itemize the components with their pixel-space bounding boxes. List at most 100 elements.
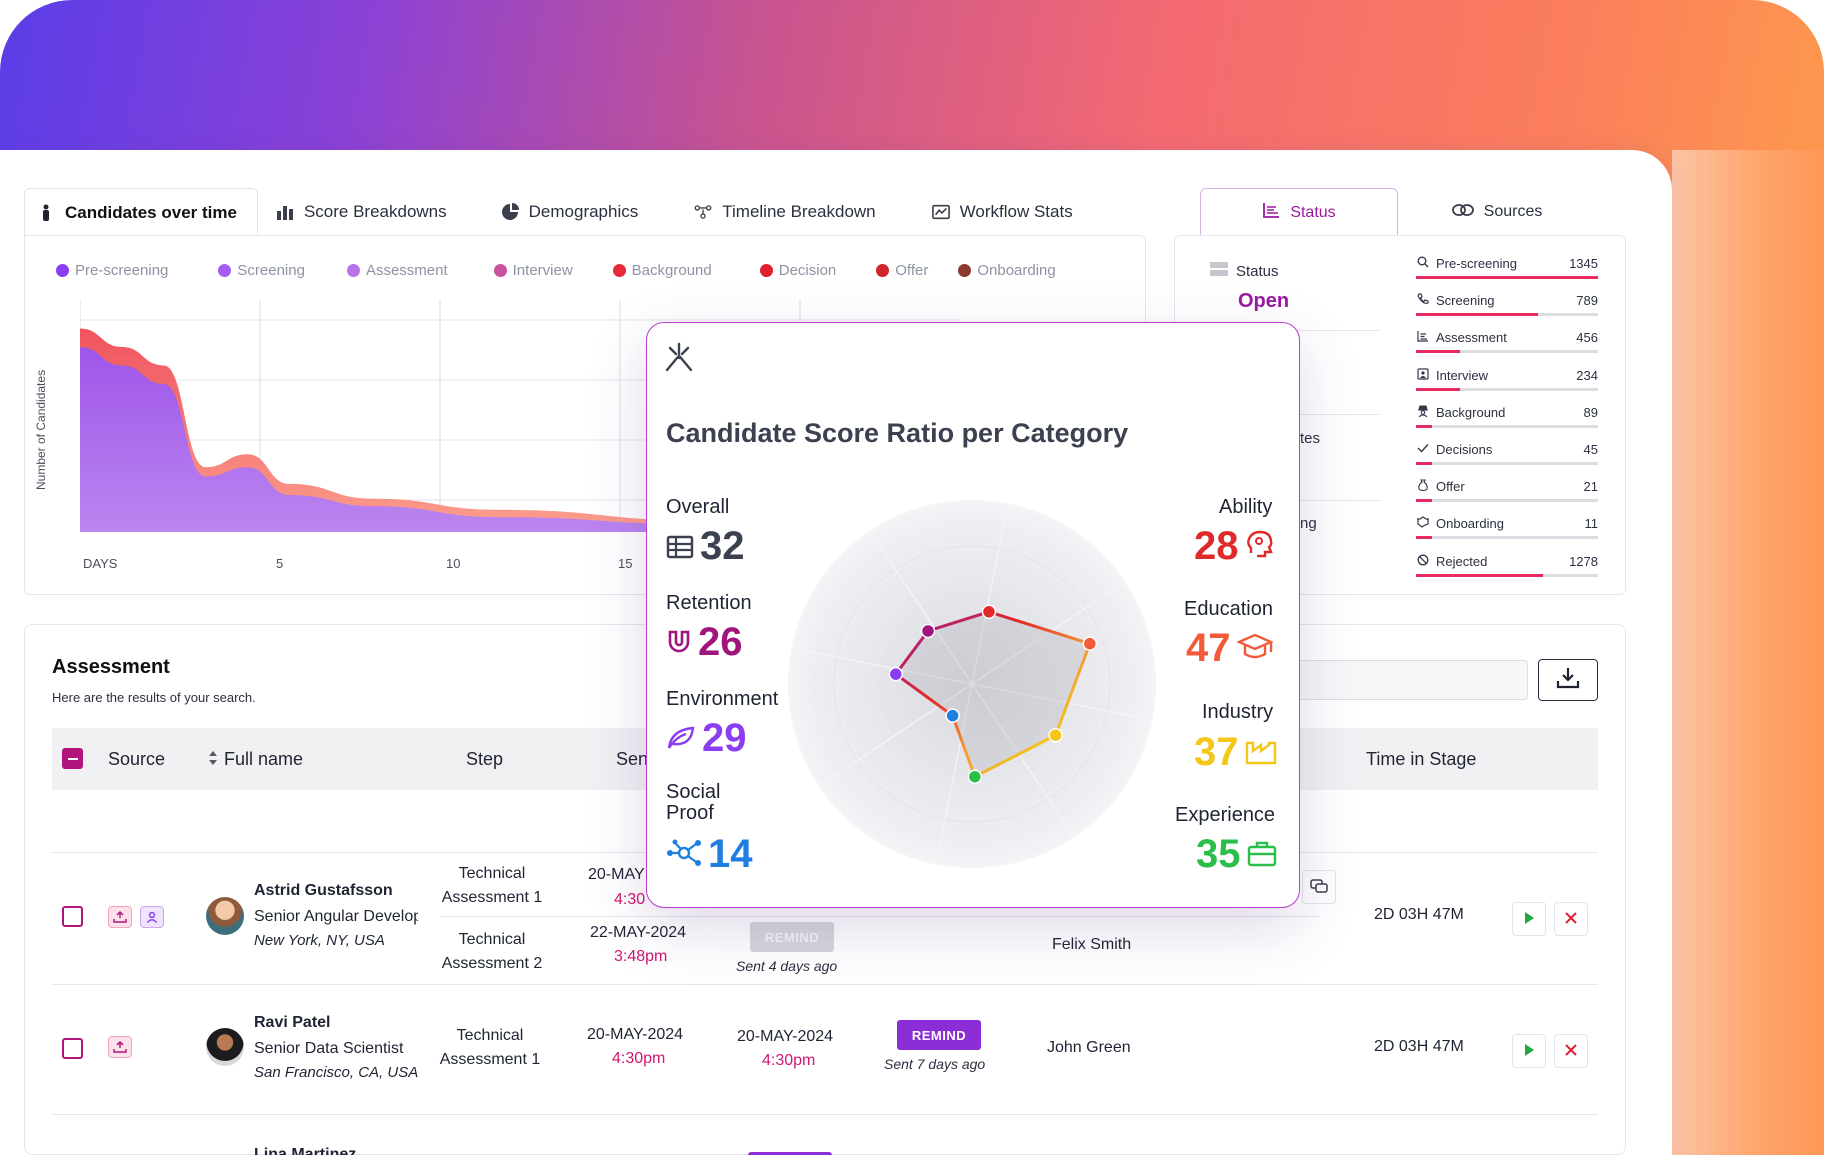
candidate-name[interactable]: Astrid Gustafsson bbox=[254, 882, 393, 899]
search-icon bbox=[1416, 256, 1430, 271]
workflow-icon bbox=[931, 203, 950, 221]
popup-title: Candidate Score Ratio per Category bbox=[666, 418, 1129, 448]
metric-label-education: Education bbox=[1184, 598, 1273, 620]
candidate-name[interactable]: Ravi Patel bbox=[254, 1014, 331, 1031]
stage-count: 21 bbox=[1583, 479, 1598, 495]
stage-count: 1278 bbox=[1569, 553, 1598, 569]
metric-label-environment: Environment bbox=[666, 688, 779, 710]
date-cell: 20-MAY-2024 bbox=[587, 1026, 684, 1043]
briefcase-icon bbox=[1247, 832, 1277, 877]
time-in-stage-cell: 2D 03H 47M bbox=[1374, 1038, 1464, 1055]
tab-sources[interactable]: Sources bbox=[1398, 188, 1596, 236]
legend-item[interactable]: Background bbox=[612, 262, 712, 279]
pie-chart-icon bbox=[501, 203, 519, 221]
tab-score-breakdowns[interactable]: Score Breakdowns bbox=[264, 188, 467, 236]
reject-button[interactable] bbox=[1554, 1034, 1588, 1068]
advance-button[interactable] bbox=[1512, 902, 1546, 936]
sent-date-cell: 20-MAY-2024 bbox=[737, 1028, 834, 1045]
column-full-name[interactable]: Full name bbox=[208, 749, 303, 770]
remind-button-disabled[interactable]: REMIND bbox=[750, 922, 834, 952]
stage-row[interactable]: Assessment 456 bbox=[1416, 328, 1598, 365]
legend-label: Interview bbox=[512, 262, 573, 279]
legend-item[interactable]: Offer bbox=[876, 262, 928, 279]
tab-workflow-stats[interactable]: Workflow Stats bbox=[920, 188, 1093, 236]
stage-track bbox=[1416, 350, 1598, 354]
date-cell: 20-MAY bbox=[588, 866, 645, 883]
legend-item[interactable]: Screening bbox=[218, 262, 305, 279]
tab-candidates-over-time[interactable]: Candidates over time bbox=[24, 188, 258, 236]
sent-status: Sent 7 days ago bbox=[884, 1056, 986, 1072]
date-cell: 22-MAY-2024 bbox=[590, 924, 687, 941]
tab-timeline-breakdown[interactable]: Timeline Breakdown bbox=[682, 188, 895, 236]
candidate-role: Senior Data Scientist bbox=[254, 1040, 404, 1057]
reject-button[interactable] bbox=[1554, 902, 1588, 936]
candidate-location: New York, NY, USA bbox=[254, 932, 385, 949]
row-checkbox[interactable] bbox=[62, 1038, 83, 1059]
time-in-stage-cell: 2D 03H 47M bbox=[1374, 906, 1464, 923]
row-divider bbox=[52, 984, 1598, 985]
graduation-cap-icon bbox=[1235, 626, 1274, 671]
stage-row[interactable]: Pre-screening 1345 bbox=[1416, 254, 1598, 291]
stage-row[interactable]: Rejected 1278 bbox=[1416, 552, 1598, 589]
legend-label: Pre-screening bbox=[75, 262, 169, 279]
search-input[interactable] bbox=[1296, 660, 1528, 700]
legend-dot bbox=[218, 264, 232, 277]
stage-count: 89 bbox=[1583, 404, 1598, 420]
brain-icon bbox=[1245, 524, 1275, 569]
detective-icon bbox=[1416, 405, 1430, 420]
stage-row[interactable]: Screening 789 bbox=[1416, 291, 1598, 328]
download-button[interactable] bbox=[1538, 659, 1598, 701]
stage-row[interactable]: Offer 21 bbox=[1416, 477, 1598, 514]
close-icon bbox=[1565, 911, 1577, 927]
column-time-in-stage[interactable]: Time in Stage bbox=[1366, 749, 1477, 769]
radar-point bbox=[967, 769, 983, 784]
interview-icon bbox=[1416, 367, 1430, 383]
stage-row[interactable]: Decisions 45 bbox=[1416, 440, 1598, 477]
assessment-subtitle: Here are the results of your search. bbox=[52, 690, 256, 705]
chat-button[interactable] bbox=[1302, 870, 1336, 904]
legend-label: Assessment bbox=[365, 262, 448, 279]
advance-button[interactable] bbox=[1512, 1034, 1546, 1068]
legend-item[interactable]: Onboarding bbox=[958, 262, 1056, 279]
column-step[interactable]: Step bbox=[466, 749, 504, 769]
stage-row[interactable]: Onboarding 11 bbox=[1416, 514, 1598, 551]
stage-track bbox=[1416, 387, 1598, 391]
stage-row[interactable]: Interview 234 bbox=[1416, 366, 1598, 403]
radar-point bbox=[1048, 727, 1063, 743]
column-sent[interactable]: Sen bbox=[616, 749, 649, 769]
radar-spoke bbox=[818, 683, 973, 787]
sparkle-icon bbox=[664, 342, 694, 377]
radar-polygon bbox=[894, 610, 1092, 779]
radar-spoke bbox=[971, 503, 1009, 685]
tab-demographics[interactable]: Demographics bbox=[489, 188, 659, 236]
metric-value-experience: 35 bbox=[1196, 832, 1277, 877]
legend-dot bbox=[876, 264, 890, 277]
stage-row[interactable]: Background 89 bbox=[1416, 403, 1598, 440]
stage-progress bbox=[1416, 387, 1460, 391]
network-icon bbox=[666, 832, 702, 877]
tab-status[interactable]: Status bbox=[1200, 188, 1398, 236]
stage-label: Onboarding bbox=[1436, 516, 1504, 532]
candidate-location: San Francisco, CA, USA bbox=[254, 1064, 418, 1081]
remind-button-partial[interactable] bbox=[748, 1152, 832, 1155]
radar-chart bbox=[788, 500, 1156, 868]
legend-item[interactable]: Interview bbox=[493, 262, 573, 279]
stage-progress bbox=[1416, 573, 1543, 577]
status-label: Status bbox=[1210, 262, 1279, 280]
legend-item[interactable]: Assessment bbox=[346, 262, 448, 279]
metric-value-ability: 28 bbox=[1194, 524, 1275, 569]
legend-item[interactable]: Pre-screening bbox=[56, 262, 168, 279]
candidate-name[interactable]: Lina Martinez bbox=[254, 1146, 357, 1155]
row-checkbox[interactable] bbox=[62, 906, 83, 927]
stage-label: Decisions bbox=[1436, 441, 1493, 457]
stage-track bbox=[1416, 461, 1598, 465]
column-source[interactable]: Source bbox=[108, 749, 166, 769]
stage-count: 456 bbox=[1576, 330, 1598, 346]
legend-item[interactable]: Decision bbox=[759, 262, 836, 279]
radar-spoke bbox=[869, 530, 973, 685]
time-cell: 3:48pm bbox=[614, 948, 668, 965]
remind-button[interactable]: REMIND bbox=[897, 1020, 981, 1050]
radar-spoke bbox=[935, 683, 973, 865]
select-all-checkbox[interactable] bbox=[62, 748, 83, 769]
metric-value-environment: 29 bbox=[666, 716, 747, 761]
